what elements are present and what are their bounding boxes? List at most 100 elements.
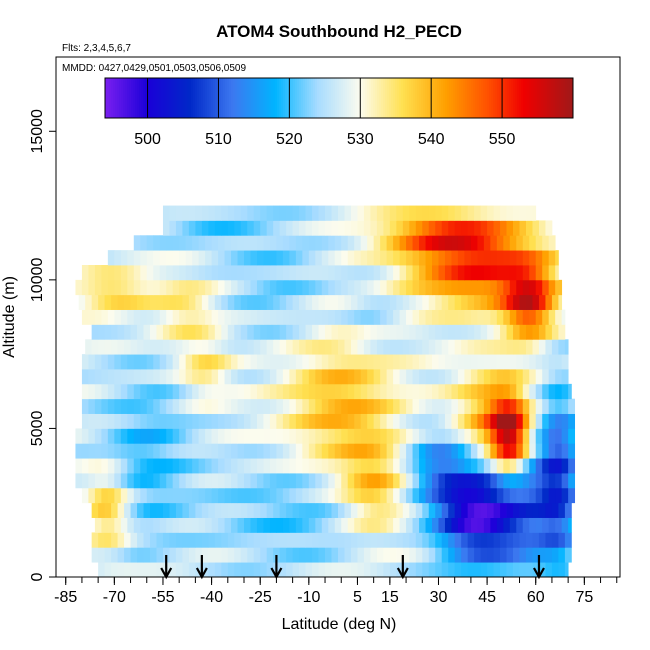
heatmap-cell	[360, 369, 368, 385]
heatmap-cell	[231, 279, 238, 296]
heatmap-row	[75, 279, 563, 296]
heatmap-cell	[451, 398, 459, 414]
colorbar-swatch	[271, 78, 274, 118]
heatmap-cell	[253, 532, 261, 548]
heatmap-cell	[321, 413, 329, 429]
x-tick-label: 5	[353, 589, 362, 606]
heatmap-cell	[172, 265, 180, 281]
heatmap-cell	[344, 205, 352, 221]
heatmap-cell	[441, 547, 449, 563]
heatmap-cell	[367, 279, 375, 296]
heatmap-cell	[535, 309, 543, 325]
heatmap-cell	[269, 473, 277, 489]
heatmap-cell	[467, 324, 475, 340]
heatmap-cell	[457, 250, 465, 266]
heatmap-cell	[305, 220, 313, 236]
colorbar-swatch	[335, 78, 338, 118]
heatmap-cell	[341, 265, 349, 281]
heatmap-cell	[425, 413, 433, 429]
colorbar-tick-label: 550	[489, 131, 516, 148]
heatmap-cell	[81, 487, 89, 504]
colorbar-swatch	[445, 78, 448, 118]
heatmap-cell	[292, 294, 300, 310]
colorbar-swatch	[419, 78, 422, 118]
heatmap-cell	[500, 502, 507, 518]
heatmap-cell	[435, 339, 443, 355]
heatmap-cell	[302, 443, 310, 459]
heatmap-cell	[266, 324, 274, 340]
heatmap-cell	[117, 547, 125, 563]
heatmap-cell	[179, 265, 187, 281]
heatmap-cell	[555, 309, 563, 325]
heatmap-cell	[211, 235, 219, 251]
heatmap-cell	[299, 324, 306, 340]
heatmap-cell	[308, 354, 316, 370]
heatmap-cell	[315, 473, 323, 489]
heatmap-cell	[538, 220, 546, 236]
heatmap-cell	[419, 517, 426, 533]
heatmap-cell	[522, 265, 530, 281]
heatmap-cell	[276, 458, 284, 474]
heatmap-cell	[308, 473, 316, 489]
heatmap-cell	[406, 250, 413, 266]
heatmap-row	[91, 547, 572, 563]
heatmap-cell	[548, 473, 556, 489]
heatmap-cell	[467, 339, 475, 355]
heatmap-cell	[175, 339, 183, 355]
heatmap-cell	[513, 324, 520, 340]
heatmap-cell	[137, 294, 144, 310]
heatmap-cell	[438, 517, 446, 533]
heatmap-cell	[325, 205, 332, 221]
colorbar-swatch	[129, 78, 132, 118]
heatmap-cell	[412, 250, 420, 266]
heatmap-cell	[211, 428, 219, 444]
heatmap-cell	[250, 235, 258, 251]
heatmap-cell	[386, 428, 394, 444]
heatmap-cell	[490, 398, 498, 414]
heatmap-cell	[444, 487, 452, 504]
heatmap-cell	[399, 265, 407, 281]
heatmap-cell	[483, 265, 491, 281]
heatmap-cell	[159, 413, 167, 429]
colorbar-swatch	[325, 78, 328, 118]
colorbar-swatch	[135, 78, 138, 118]
heatmap-cell	[380, 309, 388, 325]
heatmap-cell	[208, 220, 216, 236]
heatmap-cell	[444, 279, 452, 296]
heatmap-cell	[205, 443, 212, 459]
heatmap-cell	[130, 502, 138, 518]
heatmap-cell	[383, 502, 391, 518]
x-tick-label: -55	[151, 589, 174, 606]
colorbar-swatch	[309, 78, 312, 118]
heatmap-cell	[331, 339, 339, 355]
heatmap-cell	[214, 205, 222, 221]
heatmap-cell	[412, 487, 420, 504]
heatmap-cell	[487, 532, 494, 548]
colorbar-swatch	[535, 78, 538, 118]
heatmap-cell	[548, 309, 556, 325]
heatmap-cell	[315, 235, 323, 251]
heatmap-cell	[282, 428, 290, 444]
colorbar-tick-label: 510	[205, 131, 232, 148]
heatmap-cell	[370, 220, 378, 236]
colorbar-swatch	[465, 78, 468, 118]
heatmap-cell	[331, 547, 339, 563]
heatmap-cell	[321, 354, 329, 370]
heatmap-cell	[412, 517, 420, 533]
heatmap-cell	[516, 413, 524, 429]
heatmap-cell	[114, 279, 122, 296]
colorbar-swatch	[381, 78, 384, 118]
heatmap-cell	[205, 354, 212, 370]
heatmap-cell	[548, 487, 556, 504]
heatmap-cell	[107, 383, 115, 400]
heatmap-cell	[208, 532, 216, 548]
colorbar-swatch	[225, 78, 228, 118]
heatmap-cell	[438, 383, 446, 400]
heatmap-cell	[532, 547, 540, 563]
heatmap-cell	[529, 473, 537, 489]
heatmap-cell	[393, 309, 400, 325]
heatmap-cell	[127, 517, 135, 533]
heatmap-cell	[328, 443, 336, 459]
heatmap-cell	[542, 279, 550, 296]
heatmap-cell	[263, 398, 271, 414]
